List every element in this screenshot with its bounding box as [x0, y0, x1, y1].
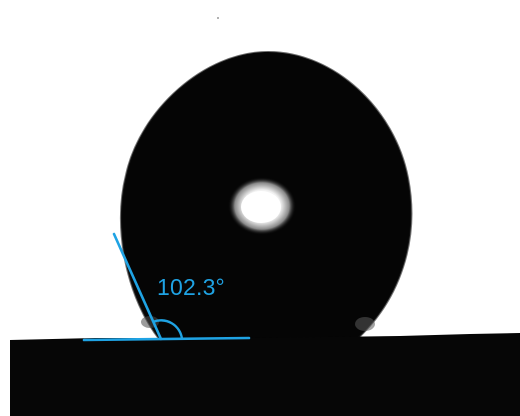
dust-speck	[217, 17, 219, 19]
edge-reflection-right	[355, 317, 375, 331]
droplet-rim	[119, 50, 413, 341]
angle-arc	[152, 319, 184, 340]
substrate	[10, 333, 520, 416]
baseline-line	[82, 336, 251, 342]
light-reflection-core	[241, 191, 281, 223]
contact-angle-label: 102.3°	[157, 274, 225, 300]
